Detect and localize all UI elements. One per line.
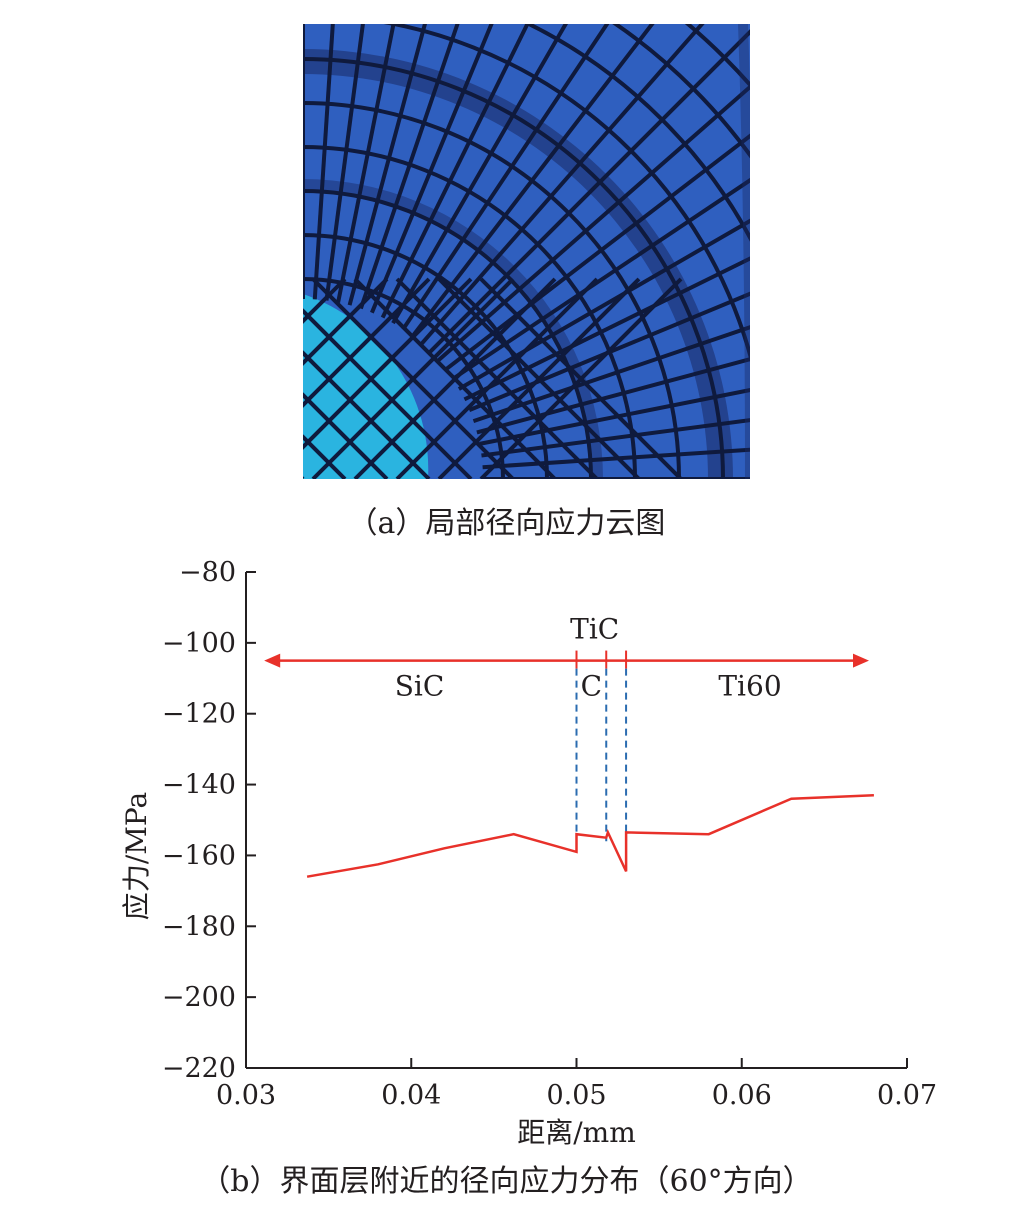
y-tick-label: −80: [179, 557, 236, 588]
region-label-sic: SiC: [395, 669, 445, 702]
range-arrow-left-head: [264, 653, 281, 668]
x-tick-label: 0.03: [216, 1080, 276, 1111]
region-label-tic: TiC: [570, 613, 619, 646]
edge-shade: [738, 24, 750, 479]
interface-band: [303, 49, 733, 479]
y-tick-label: −200: [162, 982, 236, 1013]
x-tick-label: 0.05: [546, 1080, 606, 1111]
fiber-mesh: [303, 277, 683, 479]
x-tick-label: 0.06: [712, 1080, 772, 1111]
caption-b: （b）界面层附近的径向应力分布（60°方向）: [200, 1164, 813, 1199]
y-tick-label: −120: [162, 699, 236, 730]
stress-series-line: [306, 793, 874, 878]
region-label-c: C: [581, 669, 602, 702]
y-tick-label: −160: [162, 840, 236, 871]
y-tick-label: −140: [162, 770, 236, 801]
y-axis-title: 应力/MPa: [120, 792, 153, 920]
y-tick-label: −180: [162, 911, 236, 942]
caption-a: （a）局部径向应力云图: [347, 506, 666, 541]
y-tick-label: −100: [162, 628, 236, 659]
x-axis-title: 距离/mm: [517, 1116, 636, 1149]
stress-contour-image: [303, 24, 750, 479]
range-arrow-right-head: [852, 653, 869, 668]
region-label-ti60: Ti60: [718, 669, 781, 702]
y-tick-label: −220: [162, 1053, 236, 1084]
x-tick-label: 0.07: [877, 1080, 937, 1111]
chart-marks: SiC C TiC Ti60: [264, 613, 874, 878]
x-tick-label: 0.04: [381, 1080, 441, 1111]
